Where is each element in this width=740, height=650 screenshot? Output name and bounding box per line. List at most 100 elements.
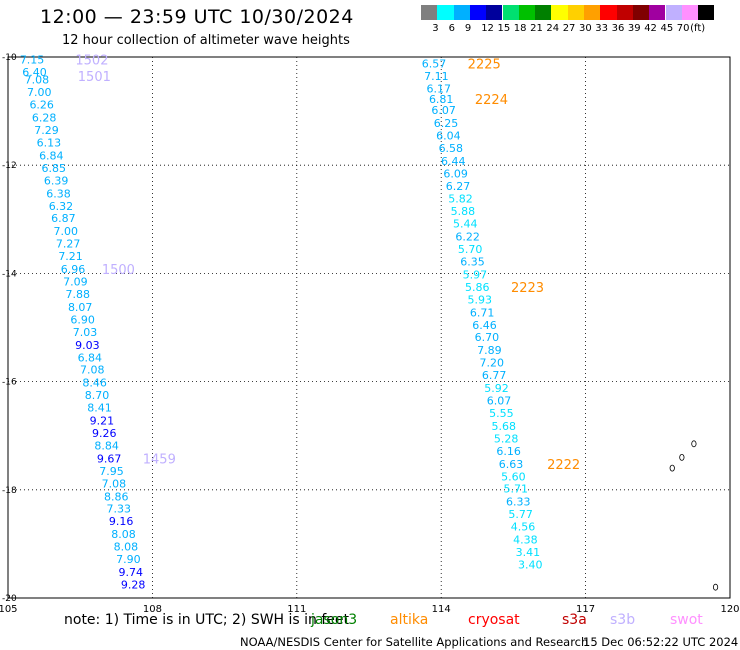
satellite-s3a: s3a — [562, 612, 587, 628]
wave-height-value: 6.32 — [49, 200, 74, 213]
legend-label: 15 — [497, 23, 511, 34]
legend-swatch — [665, 5, 682, 20]
wave-height-value: 7.08 — [80, 364, 105, 377]
island-outline — [691, 440, 697, 448]
legend-label: 39 — [627, 23, 641, 34]
wave-height-value: 5.71 — [504, 483, 529, 496]
wave-height-value: 6.13 — [37, 136, 62, 149]
legend-label: 12 — [481, 23, 494, 34]
wave-height-value: 9.21 — [90, 415, 115, 428]
satellite-jason3: jason3 — [311, 612, 358, 628]
wave-height-value: 5.28 — [494, 432, 519, 445]
legend-label: 42 — [644, 23, 657, 34]
wave-height-value: 7.27 — [56, 238, 81, 251]
wave-height-value: 6.46 — [472, 319, 497, 332]
note-text: note: 1) Time is in UTC; 2) SWH is in fe… — [64, 612, 350, 628]
wave-height-value: 6.28 — [32, 112, 57, 125]
wave-height-value: 7.95 — [99, 465, 124, 478]
legend-swatch — [453, 5, 470, 20]
wave-height-value: 7.00 — [27, 86, 52, 99]
lat-tick-label: -10 — [2, 53, 17, 63]
wave-height-value: 6.71 — [470, 306, 495, 319]
wave-height-value: 6.35 — [460, 255, 485, 268]
wave-height-value: 7.20 — [479, 357, 504, 370]
wave-height-value: 5.44 — [453, 218, 478, 231]
island-outline — [712, 583, 719, 591]
wave-height-value: 4.56 — [511, 521, 536, 534]
lat-tick-label: -16 — [2, 378, 17, 388]
wave-height-value: 6.87 — [51, 212, 76, 225]
legend-swatch — [421, 5, 438, 20]
wave-height-value: 6.63 — [499, 458, 524, 471]
wave-height-value: 5.77 — [508, 508, 533, 521]
legend-swatch — [584, 5, 601, 20]
wave-height-value: 6.33 — [506, 496, 531, 509]
wave-height-value: 6.70 — [475, 331, 500, 344]
legend-swatch — [518, 5, 536, 20]
wave-height-value: 9.16 — [109, 515, 134, 528]
legend-swatch — [649, 5, 666, 20]
wave-height-value: 3.41 — [516, 546, 541, 559]
wave-height-value: 6.77 — [482, 369, 507, 382]
legend-swatch — [616, 5, 633, 20]
legend-swatch — [551, 5, 568, 20]
legend-swatch — [486, 5, 503, 20]
legend-label: 18 — [513, 23, 527, 34]
pass-time-label: 2222 — [547, 458, 580, 473]
wave-height-value: 7.89 — [477, 344, 502, 357]
legend-label: 45 — [660, 23, 674, 34]
wave-height-value: 7.11 — [424, 70, 449, 83]
wave-height-value: 9.74 — [118, 566, 143, 579]
wave-height-value: 9.67 — [97, 452, 122, 465]
legend-swatch — [567, 5, 584, 20]
wave-height-value: 3.40 — [518, 558, 543, 571]
wave-height-value: 7.29 — [34, 124, 59, 137]
wave-height-value: 9.03 — [75, 339, 100, 352]
satellite-swot: swot — [670, 612, 703, 628]
wave-height-value: 7.15 — [20, 54, 45, 67]
wave-height-value: 7.33 — [106, 503, 131, 516]
pass-time-label: 2225 — [468, 57, 501, 72]
legend-label: 24 — [546, 23, 560, 34]
map-subtitle: 12 hour collection of altimeter wave hei… — [62, 33, 350, 48]
legend-label: 70 — [676, 23, 690, 34]
wave-height-value: 6.90 — [70, 313, 95, 326]
pass-time-label: 1502 — [75, 54, 108, 69]
satellite-s3b: s3b — [610, 612, 636, 628]
wave-height-value: 5.86 — [465, 281, 490, 294]
map-title: 12:00 — 23:59 UTC 10/30/2024 — [40, 6, 354, 28]
wave-height-value: 6.26 — [29, 99, 54, 112]
legend-label: 9 — [464, 23, 472, 34]
wave-height-value: 7.90 — [116, 553, 141, 566]
legend-label: 33 — [595, 23, 609, 34]
pass-time-label: 2224 — [475, 93, 508, 108]
wave-height-value: 6.22 — [455, 231, 480, 244]
lon-tick-label: 111 — [287, 604, 306, 615]
wave-height-value: 8.08 — [111, 528, 136, 541]
wave-height-value: 8.84 — [94, 439, 119, 452]
wave-height-value: 7.08 — [102, 477, 127, 490]
lon-tick-label: 108 — [143, 604, 162, 615]
wave-height-value: 5.55 — [489, 407, 514, 420]
lat-tick-label: -20 — [2, 594, 17, 604]
legend-swatch — [600, 5, 617, 20]
pass-time-label: 1501 — [78, 70, 111, 85]
legend-label: (ft) — [690, 23, 706, 34]
wave-height-value: 6.07 — [431, 104, 456, 117]
wave-height-value: 6.84 — [78, 351, 103, 364]
wave-height-value: 8.46 — [82, 377, 107, 390]
lon-tick-label: 114 — [432, 604, 451, 615]
legend-swatch — [698, 5, 715, 20]
legend-label: 30 — [579, 23, 592, 34]
legend-swatch — [469, 5, 487, 20]
wave-height-value: 6.44 — [441, 155, 466, 168]
wave-height-value: 5.60 — [501, 470, 526, 483]
lat-tick-label: -18 — [2, 486, 17, 496]
legend-label: 36 — [611, 23, 625, 34]
wave-height-value: 6.25 — [434, 117, 459, 130]
wave-height-value: 9.28 — [121, 578, 146, 591]
wave-height-value: 7.21 — [58, 250, 83, 263]
wave-height-value: 6.17 — [427, 82, 452, 95]
pass-time-label: 1459 — [143, 452, 176, 467]
